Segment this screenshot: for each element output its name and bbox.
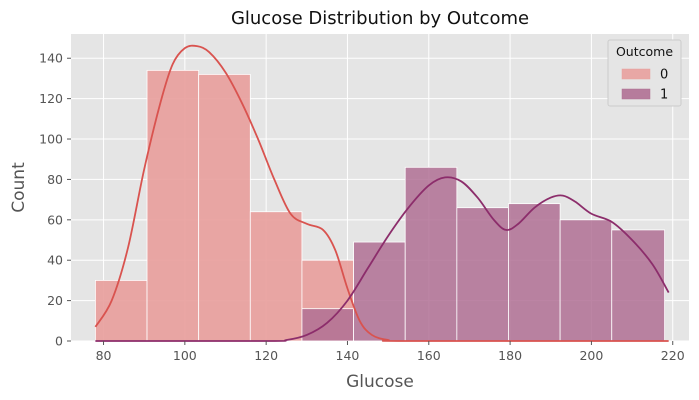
x-tick-label: 200 [579,348,603,363]
y-tick-label: 0 [55,334,63,349]
kde-curve-outcome-1 [95,176,670,342]
bar-outcome-1 [456,207,509,342]
chart-title: Glucose Distribution by Outcome [231,8,529,29]
kde-curves [94,44,670,342]
bar-outcome-1 [301,308,354,342]
bar-outcome-1 [508,203,561,342]
bar-outcome-0 [198,73,251,342]
legend-swatch-outcome-1 [621,88,651,100]
legend-items: 01 [621,68,668,103]
kde-curve-outcome-0 [94,44,669,342]
bar-outcome-1 [559,219,613,342]
y-tick-label: 80 [47,172,63,187]
bar-outcome-0 [249,211,303,342]
y-tick-label: 120 [39,91,63,106]
legend-title: Outcome [616,44,673,59]
x-axis-label: Glucose [346,372,414,392]
bar-outcome-1 [404,166,458,342]
legend-swatch-outcome-0 [621,68,651,80]
y-axis-label: Count [9,162,29,213]
x-tick-label: 140 [336,348,360,363]
axis-ticks: 80 100 120 140 160 180 200 220 0 20 40 60 80 100 120 14… [39,51,685,363]
y-tick-label: 100 [39,132,63,147]
bar-outcome-1 [353,241,406,342]
x-tick-label: 220 [661,348,685,363]
y-tick-label: 40 [47,253,63,268]
x-tick-label: 120 [254,348,278,363]
x-tick-label: 180 [498,348,522,363]
y-tick-label: 140 [39,51,63,66]
y-tick-label: 20 [47,293,63,308]
x-tick-label: 100 [173,348,197,363]
bars [94,69,666,342]
y-tick-label: 60 [47,212,63,227]
x-tick-label: 80 [96,348,112,363]
legend-label-outcome-1: 1 [660,88,668,103]
legend: Outcome 01 [607,39,682,107]
x-tick-label: 160 [417,348,441,363]
bar-outcome-0 [94,280,148,342]
bar-outcome-0 [146,69,200,342]
legend-label-outcome-0: 0 [660,68,668,83]
